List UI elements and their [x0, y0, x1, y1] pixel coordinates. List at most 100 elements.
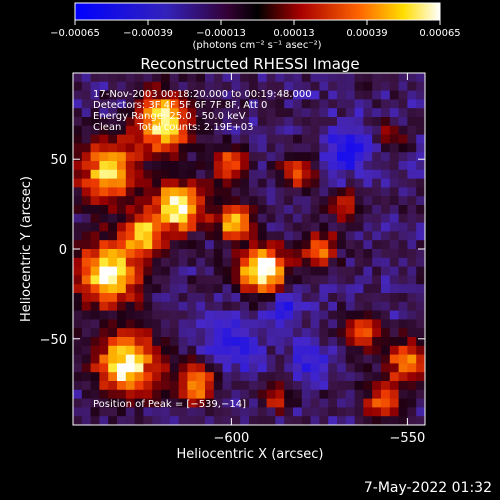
heatmap-cell	[372, 381, 382, 391]
heatmap-cell	[117, 337, 127, 347]
heatmap-cell	[407, 354, 417, 364]
heatmap-cell	[231, 389, 241, 399]
heatmap-cell	[240, 125, 250, 135]
heatmap-cell	[125, 187, 135, 197]
heatmap-cell	[381, 257, 391, 267]
heatmap-cell	[125, 319, 135, 329]
heatmap-cell	[249, 196, 259, 206]
heatmap-cell	[310, 152, 320, 162]
heatmap-cell	[222, 187, 232, 197]
heatmap-cell	[99, 222, 109, 232]
heatmap-cell	[381, 213, 391, 223]
heatmap-cell	[205, 257, 215, 267]
heatmap-cell	[407, 301, 417, 311]
heatmap-cell	[231, 319, 241, 329]
heatmap-cell	[213, 319, 223, 329]
heatmap-cell	[363, 213, 373, 223]
heatmap-cell	[99, 108, 109, 118]
heatmap-cell	[81, 222, 91, 232]
heatmap-cell	[99, 117, 109, 127]
heatmap-cell	[213, 389, 223, 399]
heatmap-cell	[196, 240, 206, 250]
heatmap-cell	[108, 275, 118, 285]
heatmap-cell	[99, 134, 109, 144]
heatmap-cell	[381, 363, 391, 373]
heatmap-cell	[293, 275, 303, 285]
heatmap-cell	[354, 99, 364, 109]
heatmap-cell	[178, 231, 188, 241]
heatmap-cell	[169, 187, 179, 197]
heatmap-cell	[117, 108, 127, 118]
heatmap-cell	[187, 196, 197, 206]
heatmap-cell	[108, 99, 118, 109]
heatmap-cell	[73, 284, 83, 294]
heatmap-cell	[99, 125, 109, 135]
heatmap-cell	[345, 398, 355, 408]
heatmap-cell	[407, 381, 417, 391]
heatmap-cell	[372, 310, 382, 320]
heatmap-cell	[266, 407, 276, 417]
heatmap-cell	[416, 319, 425, 329]
heatmap-cell	[240, 90, 250, 100]
heatmap-cell	[381, 310, 391, 320]
heatmap-cell	[416, 337, 425, 347]
heatmap-cell	[266, 328, 276, 338]
heatmap-cell	[257, 381, 267, 391]
heatmap-cell	[125, 134, 135, 144]
heatmap-cell	[257, 337, 267, 347]
heatmap-cell	[240, 108, 250, 118]
heatmap-cell	[257, 231, 267, 241]
heatmap-cell	[125, 178, 135, 188]
heatmap-cell	[222, 389, 232, 399]
heatmap-cell	[337, 345, 347, 355]
heatmap-cell	[187, 90, 197, 100]
heatmap-cell	[152, 90, 162, 100]
heatmap-cell	[152, 108, 162, 118]
heatmap-cell	[117, 275, 127, 285]
heatmap-cell	[143, 372, 153, 382]
heatmap-cell	[117, 249, 127, 259]
heatmap-cell	[90, 319, 100, 329]
heatmap-cell	[187, 125, 197, 135]
heatmap-cell	[249, 354, 259, 364]
heatmap-cell	[222, 328, 232, 338]
y-tick-label: −50	[40, 333, 67, 348]
heatmap-cell	[249, 301, 259, 311]
heatmap-cell	[196, 407, 206, 417]
heatmap-cell	[363, 73, 373, 83]
heatmap-cell	[266, 81, 276, 91]
heatmap-cell	[257, 328, 267, 338]
heatmap-cell	[178, 73, 188, 83]
heatmap-cell	[196, 266, 206, 276]
heatmap-cell	[152, 213, 162, 223]
heatmap-cell	[81, 398, 91, 408]
heatmap-cell	[381, 407, 391, 417]
heatmap-cell	[117, 257, 127, 267]
heatmap-cell	[196, 398, 206, 408]
heatmap-cell	[301, 73, 311, 83]
heatmap-cell	[249, 178, 259, 188]
heatmap-cell	[301, 337, 311, 347]
heatmap-cell	[407, 293, 417, 303]
heatmap-cell	[125, 249, 135, 259]
heatmap-cell	[310, 337, 320, 347]
heatmap-cell	[293, 178, 303, 188]
heatmap-cell	[284, 293, 294, 303]
heatmap-cell	[99, 257, 109, 267]
heatmap-cell	[213, 310, 223, 320]
heatmap-cell	[108, 205, 118, 215]
heatmap-cell	[205, 134, 215, 144]
heatmap-cell	[345, 161, 355, 171]
heatmap-cell	[205, 187, 215, 197]
heatmap-cell	[372, 275, 382, 285]
heatmap-cell	[266, 117, 276, 127]
heatmap-cell	[169, 363, 179, 373]
heatmap-cell	[381, 275, 391, 285]
heatmap-cell	[249, 337, 259, 347]
heatmap-cell	[354, 178, 364, 188]
heatmap-cell	[319, 363, 329, 373]
heatmap-cell	[90, 389, 100, 399]
heatmap-cell	[134, 196, 144, 206]
heatmap-cell	[99, 310, 109, 320]
heatmap-cell	[266, 345, 276, 355]
